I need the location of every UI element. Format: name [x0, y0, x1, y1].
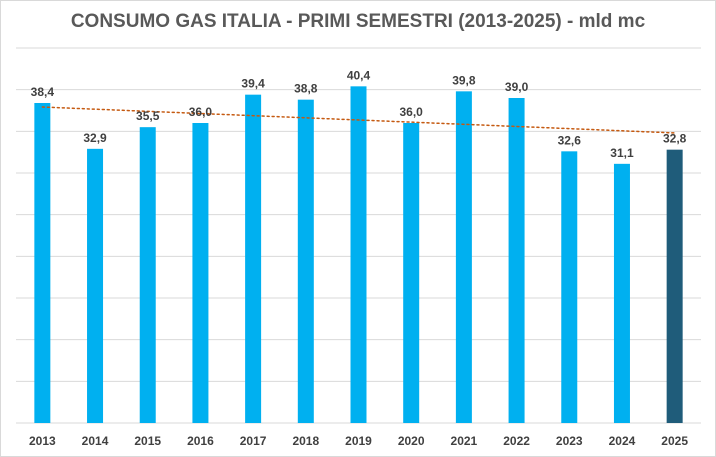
value-label: 38,4: [31, 85, 55, 99]
x-tick-label: 2025: [661, 434, 688, 448]
value-label: 36,0: [189, 105, 213, 119]
value-label: 38,8: [294, 82, 318, 96]
value-label: 32,8: [663, 132, 687, 146]
value-label: 35,5: [136, 109, 160, 123]
x-tick-label: 2013: [29, 434, 56, 448]
bar-2023: [561, 151, 578, 424]
trendline-line: [41, 106, 676, 134]
bar-2013: [34, 103, 51, 423]
bar-2022: [508, 98, 525, 423]
bar-2021: [455, 91, 472, 423]
value-label: 39,0: [505, 80, 529, 94]
value-label: 32,9: [83, 131, 107, 145]
bar-2025: [666, 149, 683, 423]
x-tick-label: 2018: [292, 434, 319, 448]
bar-2014: [87, 148, 104, 424]
bar-2016: [192, 123, 209, 423]
value-label: 36,0: [400, 105, 424, 119]
chart-title: CONSUMO GAS ITALIA - PRIMI SEMESTRI (201…: [70, 11, 646, 32]
bar-2024: [613, 163, 630, 424]
value-label: 40,4: [347, 68, 371, 82]
x-tick-label: 2016: [187, 434, 214, 448]
value-labels: 38,4 32,9 35,5 36,0 39,4 38,8 40,4 36,0 39,8 39,0…: [31, 68, 687, 159]
x-tick-label: 2024: [609, 434, 636, 448]
x-tick-label: 2019: [345, 434, 372, 448]
x-tick-label: 2023: [556, 434, 583, 448]
bar-2015: [139, 127, 156, 424]
bar-2018: [297, 99, 314, 424]
x-tick-label: 2020: [398, 434, 425, 448]
bar-2019: [350, 86, 367, 423]
bar-2017: [245, 94, 262, 424]
value-label: 32,6: [558, 133, 582, 147]
x-tick-label: 2021: [451, 434, 478, 448]
x-tick-label: 2014: [82, 434, 109, 448]
x-tick-label: 2015: [134, 434, 161, 448]
value-label: 39,4: [241, 77, 265, 91]
value-label: 39,8: [452, 73, 476, 87]
x-tick-label: 2017: [240, 434, 267, 448]
bars: [34, 86, 683, 424]
trendline: [41, 106, 676, 134]
x-axis-ticks: 2013 2014 2015 2016 2017 2018 2019 2020 2021 2022…: [29, 434, 688, 448]
x-tick-label: 2022: [503, 434, 530, 448]
value-label: 31,1: [610, 146, 634, 160]
bar-2020: [403, 123, 420, 423]
